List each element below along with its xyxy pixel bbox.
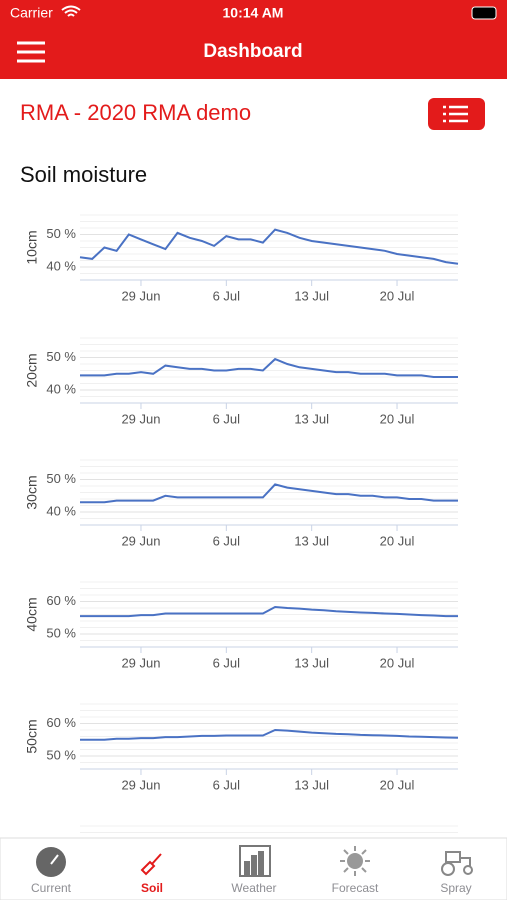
y-tick-label: 50 % xyxy=(46,349,76,364)
y-tick-label: 40 % xyxy=(46,503,76,518)
y-tick-label: 60 % xyxy=(46,593,76,608)
tab-label[interactable]: Soil xyxy=(141,881,163,895)
x-tick-label: 20 Jul xyxy=(380,777,415,792)
y-axis-label: 10cm xyxy=(24,230,40,264)
weather-icon xyxy=(239,845,271,877)
clock: 10:14 AM xyxy=(223,5,284,21)
x-tick-label: 29 Jun xyxy=(121,655,160,670)
battery-icon xyxy=(471,6,497,20)
x-tick-label: 29 Jun xyxy=(121,777,160,792)
wifi-icon xyxy=(61,5,81,17)
series-line xyxy=(79,228,459,265)
spray-icon xyxy=(441,851,473,876)
y-tick-label: 50 % xyxy=(46,625,76,640)
y-tick-label: 40 % xyxy=(46,381,76,396)
x-tick-label: 20 Jul xyxy=(380,533,415,548)
current-icon xyxy=(36,847,66,877)
section-title: Soil moisture xyxy=(20,162,147,187)
x-tick-label: 29 Jun xyxy=(121,288,160,303)
carrier: Carrier xyxy=(10,5,53,21)
x-tick-label: 20 Jul xyxy=(380,655,415,670)
menu-button[interactable] xyxy=(17,41,45,63)
tab-label[interactable]: Weather xyxy=(231,881,276,895)
x-tick-label: 13 Jul xyxy=(294,411,329,426)
tab-label[interactable]: Spray xyxy=(440,881,471,895)
tab-label[interactable]: Current xyxy=(31,881,72,895)
y-tick-label: 50 % xyxy=(46,226,76,241)
series-line xyxy=(80,483,458,504)
x-tick-label: 20 Jul xyxy=(380,411,415,426)
header-bg xyxy=(0,0,507,79)
series-line xyxy=(80,357,458,378)
y-tick-label: 50 % xyxy=(46,471,76,486)
y-axis-label: 20cm xyxy=(24,353,40,387)
x-tick-label: 13 Jul xyxy=(294,288,329,303)
x-tick-label: 29 Jun xyxy=(121,411,160,426)
list-button[interactable] xyxy=(428,98,485,130)
x-tick-label: 13 Jul xyxy=(294,655,329,670)
header-title: Dashboard xyxy=(203,41,302,62)
y-tick-label: 50 % xyxy=(46,747,76,762)
y-axis-label: 50cm xyxy=(24,719,40,753)
x-tick-label: 6 Jul xyxy=(213,288,241,303)
x-tick-label: 29 Jun xyxy=(121,533,160,548)
x-tick-label: 6 Jul xyxy=(213,655,241,670)
y-axis-label: 30cm xyxy=(24,475,40,509)
y-tick-label: 40 % xyxy=(46,258,76,273)
forecast-icon xyxy=(340,846,370,876)
x-tick-label: 6 Jul xyxy=(213,411,241,426)
series-line xyxy=(80,728,459,741)
x-tick-label: 20 Jul xyxy=(380,288,415,303)
tab-bar: Current Soil Weather Forecast Spray xyxy=(0,837,507,900)
x-tick-label: 6 Jul xyxy=(213,777,241,792)
tab-label[interactable]: Forecast xyxy=(332,881,379,895)
x-tick-label: 13 Jul xyxy=(294,533,329,548)
x-tick-label: 6 Jul xyxy=(213,533,241,548)
y-tick-label: 60 % xyxy=(46,715,76,730)
x-tick-label: 13 Jul xyxy=(294,777,329,792)
soil-icon xyxy=(140,853,162,876)
farm-title: RMA - 2020 RMA demo xyxy=(20,100,251,125)
charts: 10cm 40 % 50 % 29 Jun 6 Jul 13 Jul 20 Jul 20cm 4… xyxy=(24,214,459,892)
series-line xyxy=(80,605,458,618)
y-axis-label: 40cm xyxy=(24,597,40,631)
